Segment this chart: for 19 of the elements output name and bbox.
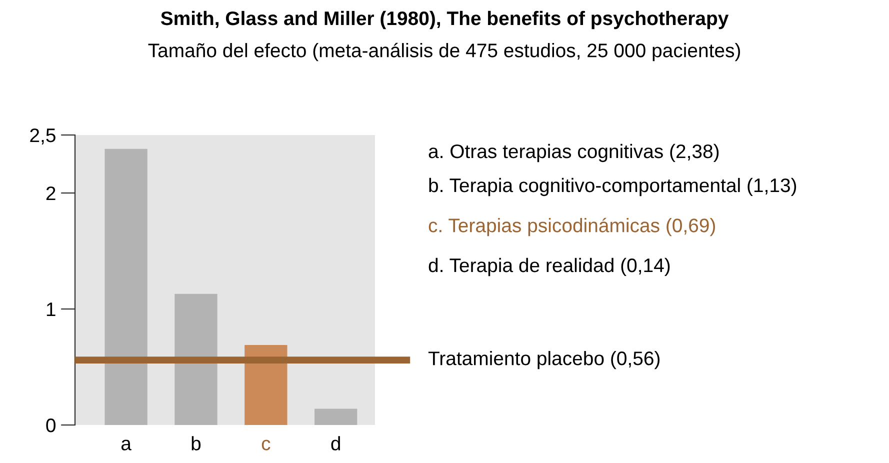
bar [314,408,358,425]
y-tick-label: 1 [46,302,56,316]
bar [244,344,288,425]
x-tick-label: c [262,440,270,450]
text: b. Terapia cognitivo-comportamental (1,13) [429,178,796,196]
text: d. Terapia de realidad (0,14) [428,258,670,276]
y-tick-label: 0 [46,418,56,432]
text: Tamaño del efecto (meta-análisis de 475 estudios, 25 000 pacientes) [148,42,740,62]
bar [104,148,148,425]
y-tick-label: 2,5 [30,128,56,145]
ref-line-label: Tratamiento placebo (0,56) [428,350,660,370]
text: a. Otras terapias cognitivas (2,38) [428,144,719,162]
text: Smith, Glass and Miller (1980), The benefits of psychotherapy [160,10,729,30]
text: c. Terapias psicodinámicas (0,69) [428,218,715,236]
x-tick-label: a [121,440,132,450]
x-tick-label: d [331,436,340,450]
x-tick-label: b [192,436,201,450]
y-tick-label: 2 [46,186,56,200]
bar [174,294,218,425]
